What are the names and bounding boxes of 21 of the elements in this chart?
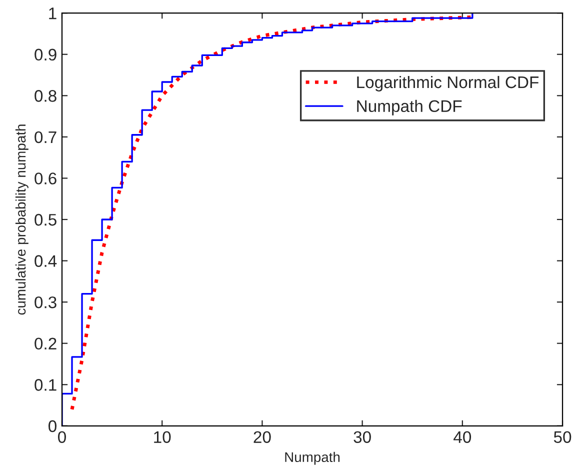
y-tick-label: 0.9 bbox=[34, 48, 56, 61]
x-tick-label: 30 bbox=[354, 431, 371, 444]
y-tick-label: 0.7 bbox=[34, 131, 56, 144]
y-tick-label: 0.4 bbox=[34, 255, 57, 267]
x-tick-label: 20 bbox=[254, 431, 271, 444]
x-axis-title: Numpath bbox=[285, 452, 340, 465]
x-tick-label: 40 bbox=[454, 431, 472, 444]
y-tick-label: 0.8 bbox=[34, 90, 56, 102]
y-axis-title: cumulative probability numpath bbox=[15, 124, 28, 315]
y-tick-label: 1 bbox=[49, 8, 56, 20]
y-tick-label: 0.1 bbox=[34, 379, 56, 391]
y-tick-label: 0.6 bbox=[34, 172, 56, 184]
x-tick-label: 50 bbox=[554, 431, 572, 444]
legend-label: Logarithmic Normal CDF bbox=[357, 76, 539, 92]
y-tick-label: 0.5 bbox=[34, 214, 56, 226]
y-tick-label: 0.3 bbox=[34, 296, 56, 308]
y-tick-label: 0 bbox=[48, 420, 56, 432]
x-tick-label: 0 bbox=[58, 431, 66, 444]
y-tick-label: 0.2 bbox=[34, 338, 56, 350]
legend-label: Numpath CDF bbox=[357, 100, 462, 116]
x-tick-label: 10 bbox=[154, 431, 171, 444]
